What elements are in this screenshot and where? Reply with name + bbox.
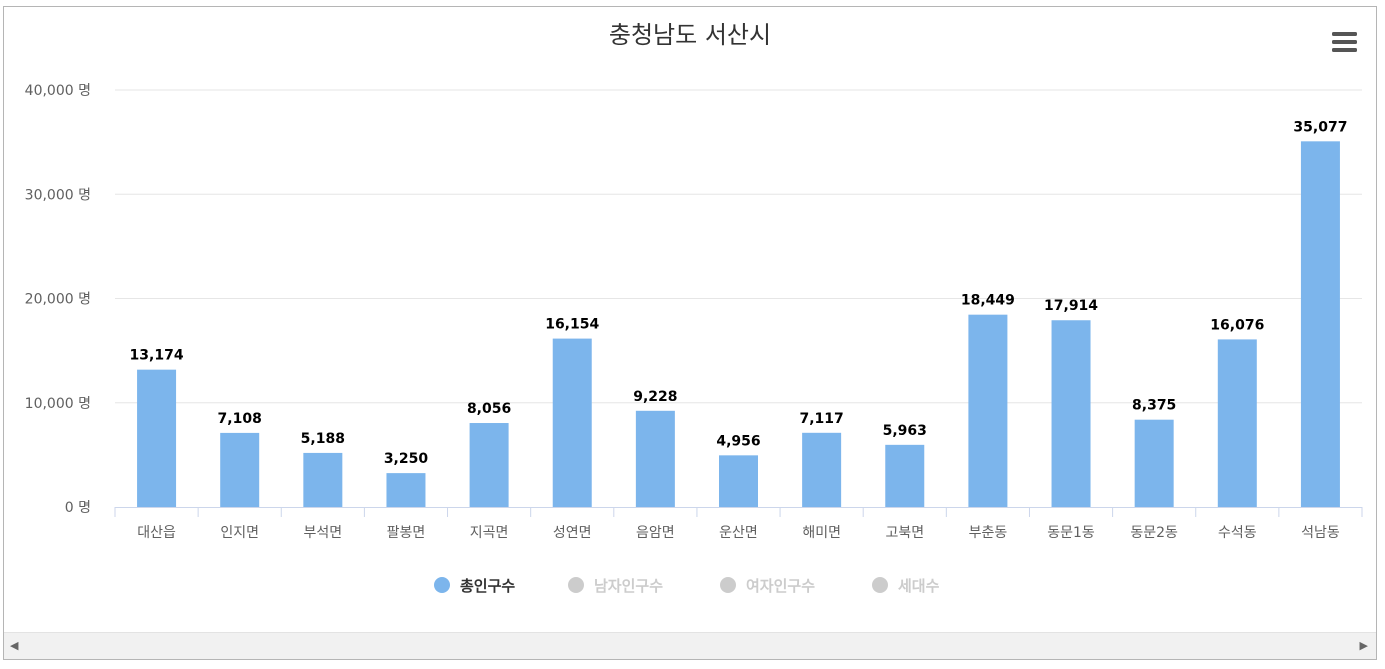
data-labels: 13,174 7,108 5,188 3,250 8,056 16,154 9,228 4,9… xyxy=(130,119,1348,467)
y-tick-label: 30,000 명 xyxy=(25,187,91,203)
data-label: 8,056 xyxy=(467,401,511,417)
data-label: 9,228 xyxy=(633,389,677,405)
x-category-label: 부석면 xyxy=(304,525,343,541)
data-label: 3,250 xyxy=(384,451,429,467)
legend-label: 남자인구수 xyxy=(594,577,663,595)
x-category-label: 부춘동 xyxy=(969,525,1008,541)
x-category-label: 성연면 xyxy=(553,525,592,541)
bar[interactable] xyxy=(635,410,675,507)
chart-container: 충청남도 서산시 0 명 10,000 명 20,000 명 30,000 명 40,0… xyxy=(3,6,1377,660)
bar[interactable] xyxy=(802,432,842,507)
x-category-label: 음암면 xyxy=(636,525,675,541)
data-label: 7,117 xyxy=(799,411,843,427)
data-label: 7,108 xyxy=(218,411,262,427)
data-label: 18,449 xyxy=(961,293,1015,309)
legend-label: 총인구수 xyxy=(460,577,515,595)
legend-item[interactable]: 여자인구수 xyxy=(720,577,815,595)
menu-button[interactable] xyxy=(1326,25,1364,55)
legend-label: 세대수 xyxy=(898,577,940,595)
x-category-label: 해미면 xyxy=(802,525,841,541)
data-label: 17,914 xyxy=(1044,298,1098,314)
bars xyxy=(137,141,1340,508)
data-label: 16,154 xyxy=(545,317,599,333)
legend-label: 여자인구수 xyxy=(746,577,815,595)
x-category-label: 수석동 xyxy=(1218,525,1257,541)
x-category-label: 동문2동 xyxy=(1130,525,1178,541)
x-category-label: 운산면 xyxy=(719,525,758,541)
bar[interactable] xyxy=(303,452,343,507)
data-label: 13,174 xyxy=(130,348,184,364)
bar[interactable] xyxy=(220,432,260,507)
data-label: 35,077 xyxy=(1293,119,1347,135)
bar[interactable] xyxy=(1134,419,1174,507)
legend-marker xyxy=(720,577,736,593)
gridlines xyxy=(115,89,1362,404)
bar[interactable] xyxy=(552,338,592,507)
hamburger-menu-icon xyxy=(1332,32,1357,52)
legend-item[interactable]: 총인구수 xyxy=(434,577,515,595)
legend-marker xyxy=(872,577,888,593)
x-category-label: 석남동 xyxy=(1301,525,1340,541)
y-tick-label: 40,000 명 xyxy=(25,83,91,99)
y-tick-label: 20,000 명 xyxy=(25,292,91,308)
bar[interactable] xyxy=(719,455,758,507)
horizontal-scrollbar[interactable]: ◀ ▶ xyxy=(4,632,1376,659)
y-tick-label: 0 명 xyxy=(65,500,91,516)
chevron-right-icon[interactable]: ▶ xyxy=(1359,639,1368,652)
bar[interactable] xyxy=(469,423,509,507)
legend: 총인구수 남자인구수 여자인구수 세대수 xyxy=(434,577,940,595)
chevron-left-icon[interactable]: ◀ xyxy=(10,639,19,652)
chart-svg: 충청남도 서산시 0 명 10,000 명 20,000 명 30,000 명 40,0… xyxy=(25,21,1364,595)
bar[interactable] xyxy=(137,369,177,507)
x-axis: 대산읍 인지면 부석면 팔봉면 지곡면 성연면 음암면 운산면 해미면 고북면 부춘동 동문1동 동문2… xyxy=(114,507,1363,541)
legend-marker xyxy=(568,577,584,593)
bar[interactable] xyxy=(885,444,925,507)
data-label: 16,076 xyxy=(1210,317,1264,333)
data-label: 8,375 xyxy=(1132,398,1176,414)
legend-marker xyxy=(434,577,450,593)
x-category-label: 인지면 xyxy=(220,525,259,541)
bar[interactable] xyxy=(968,314,1008,507)
data-label: 5,963 xyxy=(883,423,927,439)
bar[interactable] xyxy=(386,473,426,507)
chart-title: 충청남도 서산시 xyxy=(609,21,771,49)
x-category-label: 대산읍 xyxy=(137,525,176,541)
x-category-label: 팔봉면 xyxy=(387,525,426,541)
x-category-label: 고북면 xyxy=(885,525,924,541)
data-label: 5,188 xyxy=(301,431,345,447)
bar[interactable] xyxy=(1217,339,1257,507)
bar[interactable] xyxy=(1051,320,1091,507)
legend-item[interactable]: 남자인구수 xyxy=(568,577,663,595)
x-category-label: 지곡면 xyxy=(470,525,509,541)
legend-item[interactable]: 세대수 xyxy=(872,577,940,595)
y-axis-labels: 0 명 10,000 명 20,000 명 30,000 명 40,000 명 xyxy=(25,83,91,516)
y-tick-label: 10,000 명 xyxy=(25,396,91,412)
x-category-label: 동문1동 xyxy=(1047,525,1095,541)
bar[interactable] xyxy=(1300,141,1340,508)
data-label: 4,956 xyxy=(716,433,760,449)
